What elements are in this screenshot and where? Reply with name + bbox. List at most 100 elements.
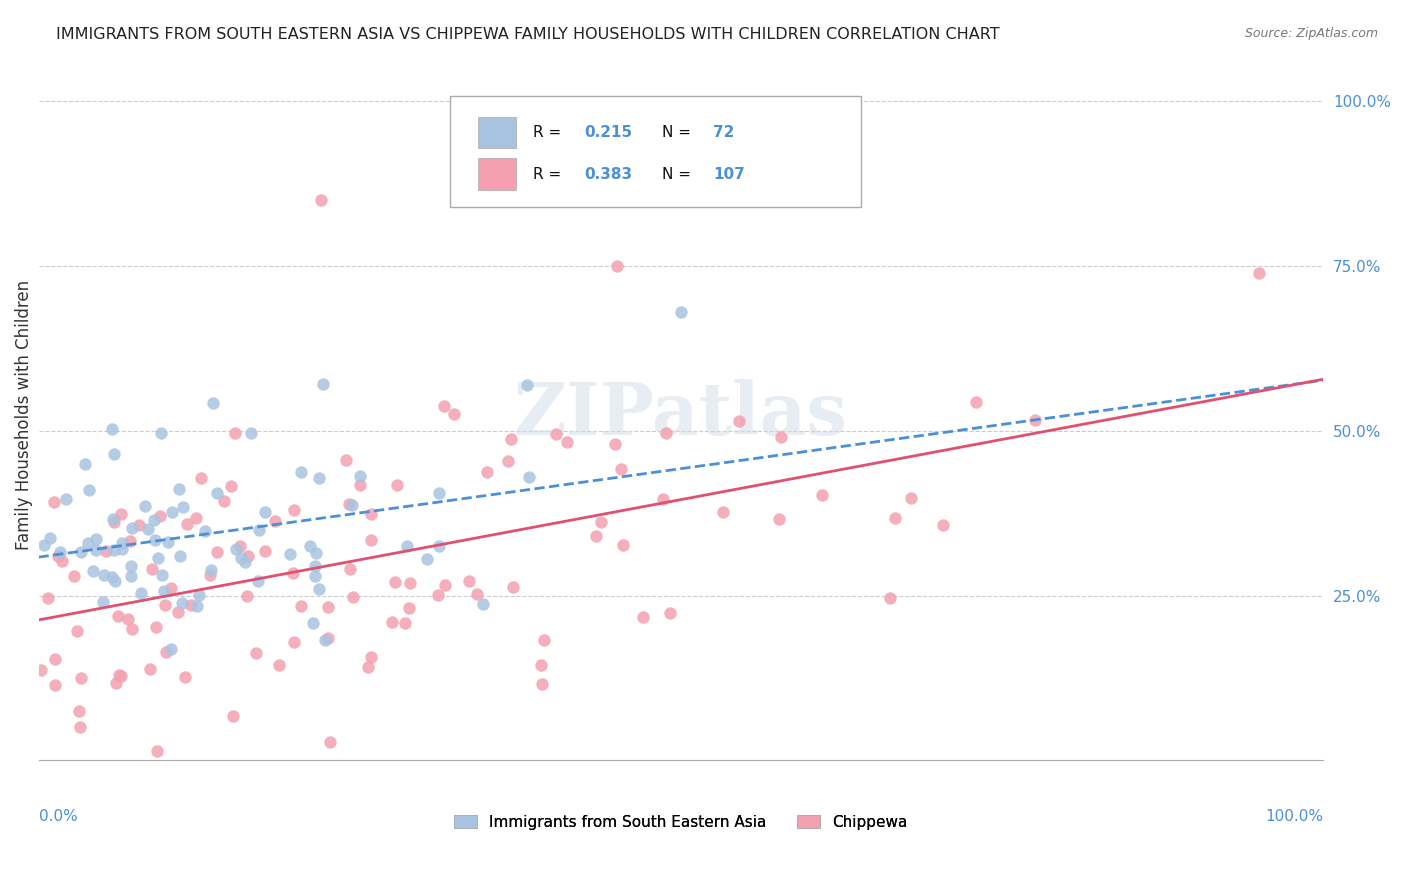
Point — [166, 606, 188, 620]
Point — [103, 447, 125, 461]
Point — [149, 425, 172, 440]
Point — [108, 668, 131, 682]
Point — [103, 543, 125, 558]
Point — [458, 574, 481, 588]
Point — [42, 495, 65, 509]
Point — [669, 305, 692, 319]
Point — [398, 601, 420, 615]
Point — [308, 582, 330, 596]
Point — [612, 538, 634, 552]
Point — [65, 624, 87, 639]
Point — [143, 513, 166, 527]
Point — [146, 550, 169, 565]
Text: R =: R = — [533, 126, 567, 140]
Point — [658, 606, 681, 620]
Point — [77, 536, 100, 550]
Point — [589, 516, 612, 530]
Point — [253, 505, 276, 519]
Point — [247, 574, 270, 589]
Text: IMMIGRANTS FROM SOUTH EASTERN ASIA VS CHIPPEWA FAMILY HOUSEHOLDS WITH CHILDREN C: IMMIGRANTS FROM SOUTH EASTERN ASIA VS CH… — [56, 27, 1000, 42]
Point — [184, 511, 207, 525]
FancyBboxPatch shape — [478, 159, 516, 190]
Point — [70, 545, 93, 559]
Point — [233, 555, 256, 569]
Point — [224, 425, 246, 440]
Point — [283, 566, 305, 580]
Point — [769, 429, 792, 443]
Point — [172, 500, 194, 514]
Point — [120, 558, 142, 573]
Point — [304, 558, 326, 573]
Point — [533, 633, 555, 648]
Point — [155, 645, 177, 659]
Point — [278, 547, 301, 561]
Point — [811, 488, 834, 502]
Point — [69, 720, 91, 734]
Point — [384, 574, 406, 589]
Text: 0.383: 0.383 — [585, 167, 633, 182]
Point — [225, 542, 247, 557]
Point — [159, 642, 181, 657]
Point — [69, 671, 91, 685]
Point — [37, 591, 59, 605]
Point — [900, 491, 922, 505]
Point — [134, 499, 156, 513]
Point — [531, 677, 554, 691]
Point — [1247, 266, 1270, 280]
Point — [465, 587, 488, 601]
Point — [360, 508, 382, 522]
Point — [305, 546, 328, 560]
Point — [516, 377, 538, 392]
Point — [768, 511, 790, 525]
Point — [264, 514, 287, 528]
Point — [49, 545, 72, 559]
Text: Source: ZipAtlas.com: Source: ZipAtlas.com — [1244, 27, 1378, 40]
Point — [93, 595, 115, 609]
Point — [82, 564, 104, 578]
Point — [131, 585, 153, 599]
Point — [499, 433, 522, 447]
Point — [360, 533, 382, 548]
Point — [335, 453, 357, 467]
Point — [205, 486, 228, 500]
Point — [63, 569, 86, 583]
Text: R =: R = — [533, 167, 567, 182]
Point — [143, 533, 166, 547]
Point — [349, 469, 371, 483]
Point — [139, 662, 162, 676]
Point — [221, 709, 243, 723]
Point — [105, 676, 128, 690]
Point — [67, 704, 90, 718]
Point — [396, 539, 419, 553]
Point — [152, 583, 174, 598]
Point — [84, 532, 107, 546]
Point — [121, 622, 143, 636]
Text: N =: N = — [662, 167, 696, 182]
Point — [427, 539, 450, 553]
Point — [610, 462, 633, 476]
Point — [172, 596, 194, 610]
Point — [316, 600, 339, 615]
Point — [475, 465, 498, 479]
Point — [202, 396, 225, 410]
Point — [655, 425, 678, 440]
Point — [120, 534, 142, 549]
Point — [381, 615, 404, 630]
Point — [546, 426, 568, 441]
Point — [1024, 412, 1046, 426]
Point — [128, 518, 150, 533]
Point — [84, 543, 107, 558]
Point — [159, 581, 181, 595]
Point — [120, 569, 142, 583]
Text: N =: N = — [662, 126, 696, 140]
Point — [633, 610, 655, 624]
Point — [107, 609, 129, 624]
Point — [236, 589, 259, 603]
Point — [357, 659, 380, 673]
Point — [169, 549, 191, 563]
Point — [186, 599, 208, 614]
Text: 72: 72 — [713, 126, 734, 140]
Point — [360, 650, 382, 665]
Point — [290, 599, 312, 613]
Point — [111, 542, 134, 557]
